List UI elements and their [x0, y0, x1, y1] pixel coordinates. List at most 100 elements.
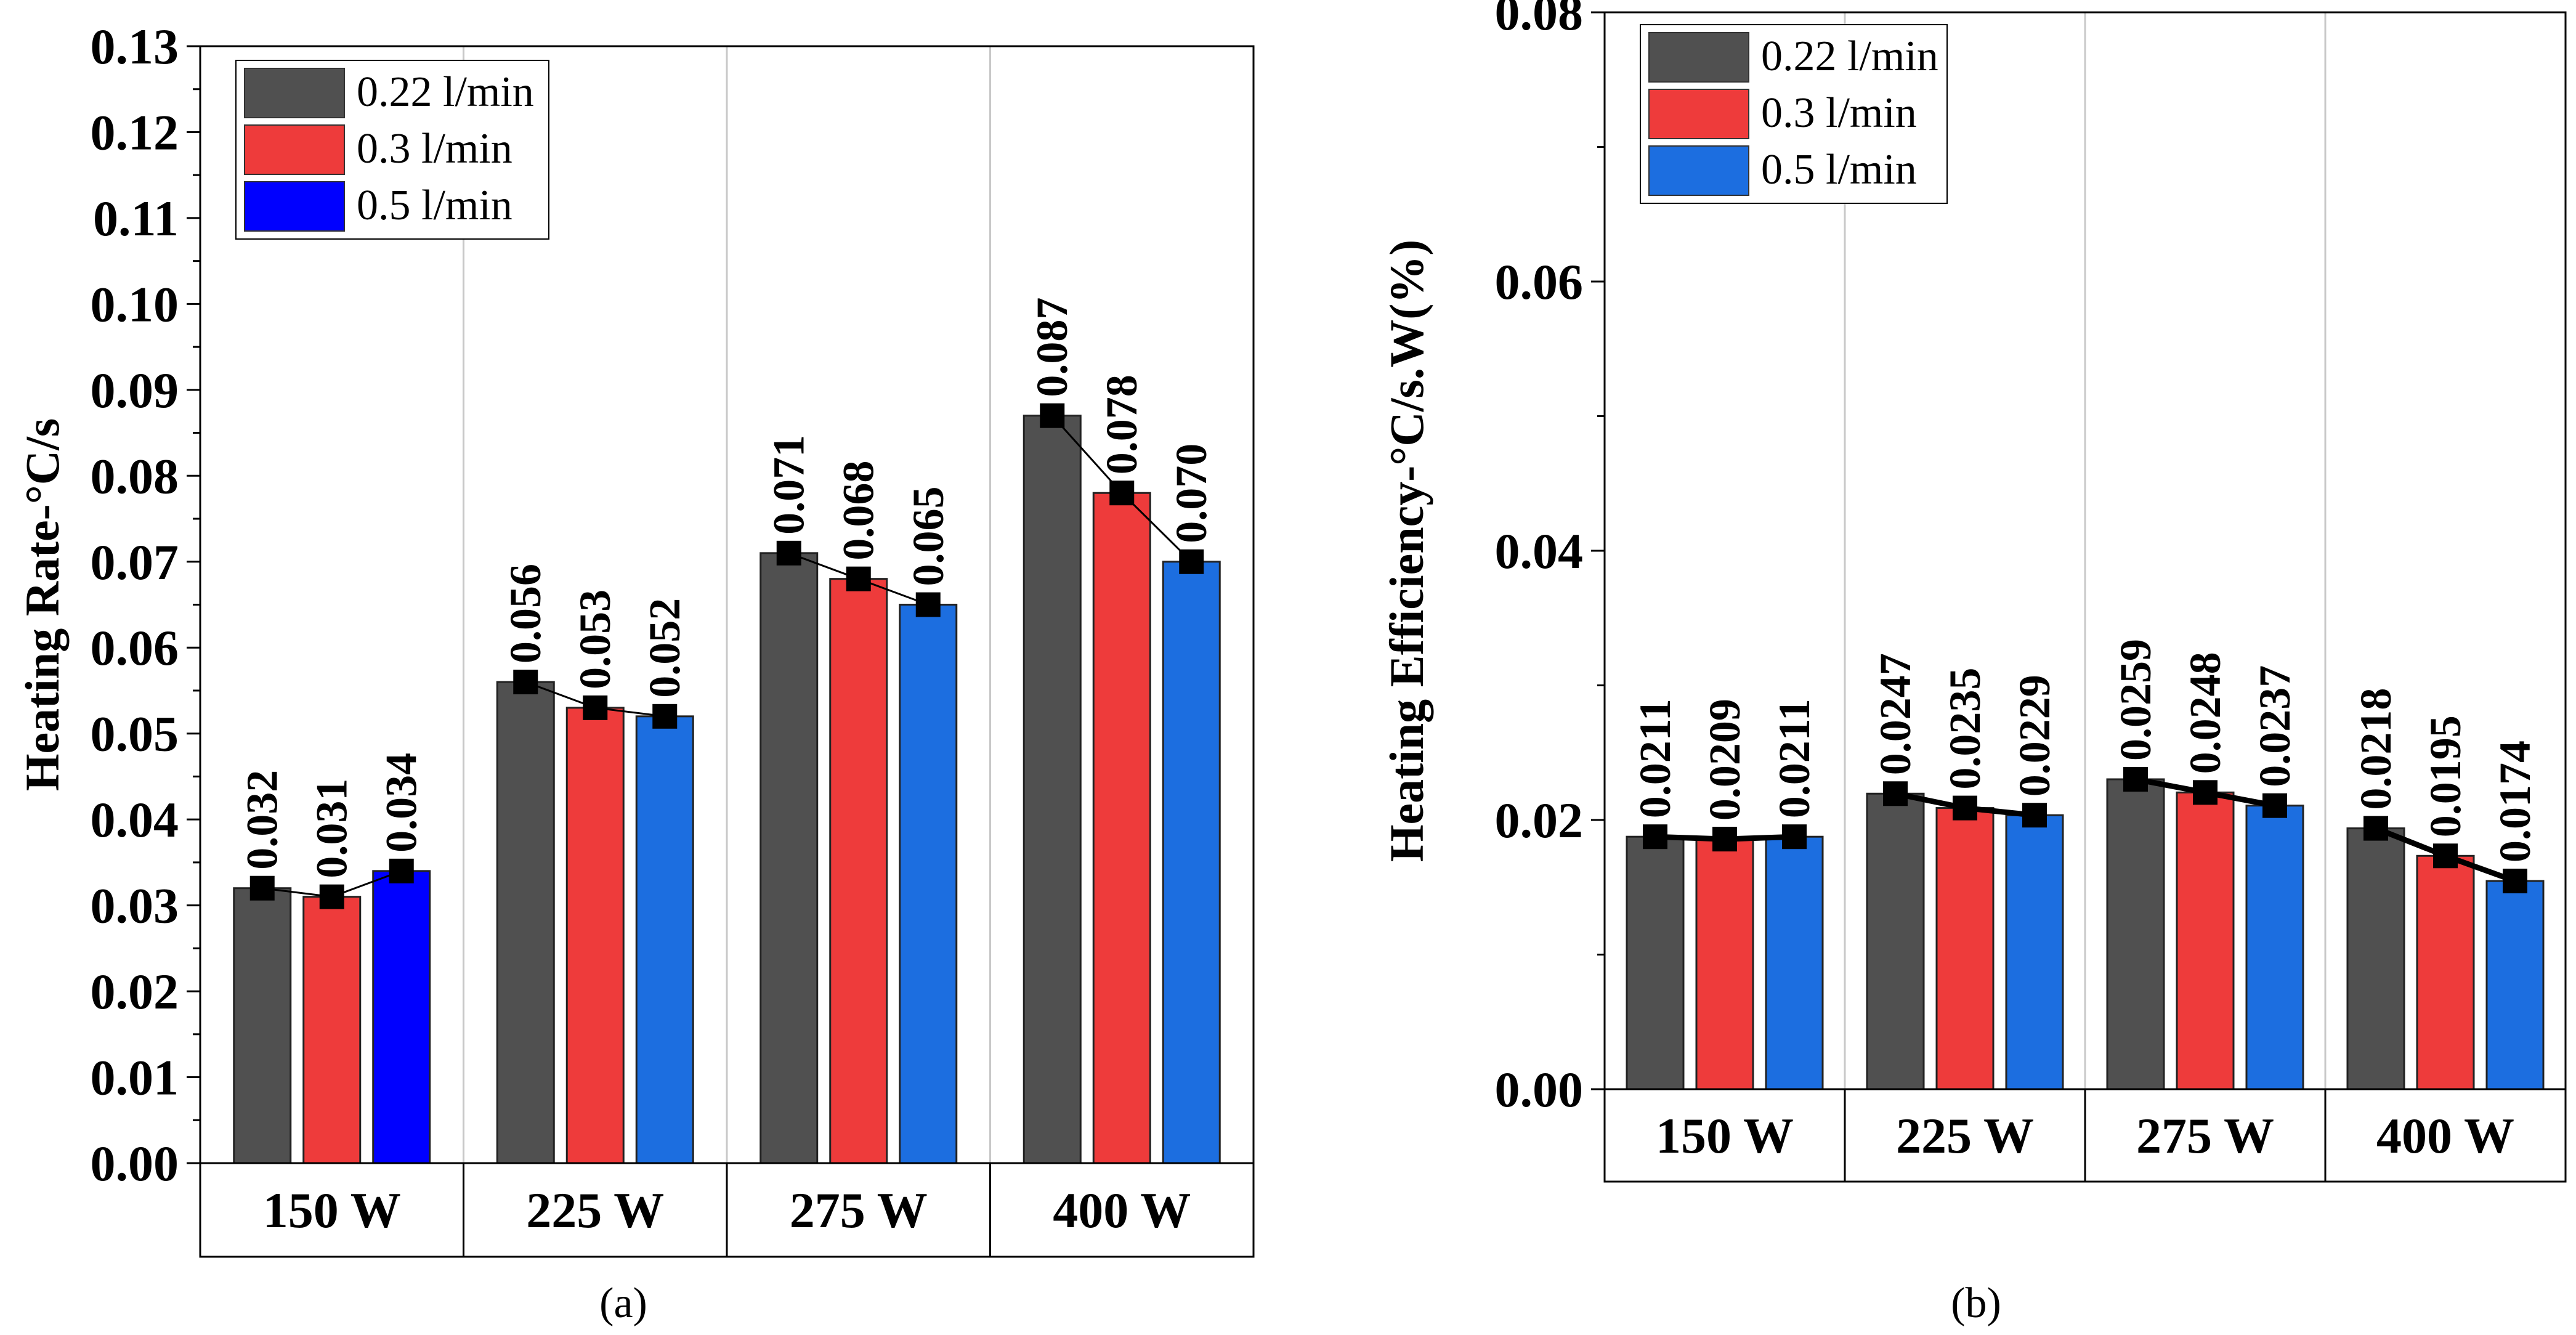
value-label: 0.0211: [1630, 699, 1680, 818]
chart-panel-b: 0.0211 0.0247 0.0259 0.0218 0.0209 0.0235 0.02…: [1380, 0, 2567, 1183]
legend-label: 0.5 l/min: [357, 182, 512, 229]
bar: [496, 681, 555, 1164]
data-marker: [1712, 827, 1737, 852]
y-tick-label: 0.05: [91, 706, 179, 762]
data-marker: [2363, 816, 2388, 841]
bar: [565, 707, 625, 1164]
bar: [1695, 838, 1754, 1090]
y-axis-title: Heating Efficiency-°C/s.W(%): [1380, 240, 1433, 862]
legend-swatch: [1648, 145, 1749, 196]
bar: [635, 715, 694, 1164]
bar: [1023, 415, 1082, 1164]
y-tick-label: 0.04: [91, 792, 179, 848]
y-tick-label: 0.12: [91, 104, 179, 160]
legend-swatch: [1648, 32, 1749, 83]
data-marker: [1643, 824, 1667, 850]
y-tick-label: 0.13: [91, 18, 179, 75]
legend-label: 0.22 l/min: [357, 68, 534, 116]
legend-swatch: [244, 124, 345, 175]
value-label: 0.0211: [1770, 699, 1819, 818]
data-marker: [513, 670, 538, 695]
bar: [2416, 854, 2475, 1090]
value-label: 0.0248: [2181, 652, 2230, 774]
y-tick-label: 0.08: [1495, 0, 1584, 41]
value-label: 0.0247: [1871, 653, 1920, 775]
data-marker: [1040, 403, 1065, 428]
value-label: 0.052: [640, 598, 689, 698]
data-marker: [583, 695, 608, 720]
bar: [899, 604, 958, 1164]
y-tick-label: 0.00: [1495, 1061, 1584, 1118]
bar: [759, 552, 819, 1164]
legend-label: 0.3 l/min: [357, 125, 512, 172]
category-label: 275 W: [2136, 1108, 2274, 1164]
bar: [2245, 805, 2304, 1090]
value-label: 0.0218: [2351, 688, 2400, 810]
data-marker: [1782, 824, 1807, 850]
value-label: 0.065: [904, 487, 953, 586]
y-tick-label: 0.02: [1495, 792, 1584, 848]
data-marker: [1883, 781, 1908, 806]
value-label: 0.0237: [2250, 665, 2299, 787]
legend: 0.22 l/min 0.3 l/min 0.5 l/min: [1640, 24, 1948, 204]
bar: [2106, 778, 2165, 1090]
data-marker: [776, 540, 801, 566]
y-tick-label: 0.06: [1495, 254, 1584, 310]
legend: 0.22 l/min 0.3 l/min 0.5 l/min: [235, 60, 549, 240]
y-tick-label: 0.02: [91, 964, 179, 1020]
bar: [1935, 807, 1995, 1090]
data-marker: [249, 875, 275, 901]
category-label: 400 W: [2376, 1108, 2514, 1164]
value-label: 0.0174: [2490, 741, 2540, 862]
bar: [1626, 835, 1685, 1090]
value-label: 0.0209: [1700, 699, 1749, 821]
y-tick-label: 0.08: [91, 448, 179, 504]
y-axis-title: Heating Rate-°C/s: [15, 418, 69, 791]
bar: [1092, 492, 1151, 1164]
y-tick-label: 0.11: [93, 190, 179, 246]
data-marker: [2193, 780, 2218, 805]
legend-swatch: [244, 181, 345, 232]
category-label: 225 W: [1896, 1108, 2034, 1164]
bar: [233, 887, 292, 1164]
y-tick-label: 0.10: [91, 276, 179, 332]
data-marker: [2433, 843, 2458, 869]
value-label: 0.0259: [2111, 639, 2160, 761]
category-label: 150 W: [263, 1182, 401, 1238]
value-label: 0.053: [570, 590, 620, 689]
data-marker: [846, 566, 871, 591]
y-tick-label: 0.07: [91, 534, 179, 590]
data-marker: [389, 858, 414, 883]
data-marker: [1109, 481, 1135, 506]
y-tick-label: 0.03: [91, 878, 179, 934]
bar: [2346, 827, 2405, 1090]
bar: [1765, 835, 1824, 1090]
legend-swatch: [244, 68, 345, 118]
value-label: 0.087: [1027, 298, 1077, 397]
chart-panel-a: 0.032 0.056 0.071 0.087 0.031 0.053 0.068 0.078…: [15, 18, 1255, 1258]
value-label: 0.0235: [1940, 668, 1990, 790]
legend-label: 0.22 l/min: [1761, 33, 1938, 80]
legend-label: 0.5 l/min: [1761, 146, 1917, 193]
value-label: 0.0229: [2010, 675, 2059, 797]
bar: [829, 578, 888, 1164]
value-label: 0.071: [764, 435, 814, 535]
category-label: 400 W: [1053, 1182, 1191, 1238]
value-label: 0.0195: [2421, 715, 2470, 837]
data-marker: [1179, 549, 1204, 574]
value-label: 0.070: [1167, 444, 1216, 543]
legend-label: 0.3 l/min: [1761, 89, 1917, 137]
y-tick-label: 0.01: [91, 1050, 179, 1106]
bar: [372, 870, 431, 1164]
value-label: 0.034: [377, 753, 426, 853]
y-tick-label: 0.06: [91, 620, 179, 676]
data-marker: [319, 884, 344, 909]
value-label: 0.056: [501, 564, 550, 663]
bar: [2176, 791, 2235, 1090]
value-label: 0.032: [238, 770, 287, 870]
bar: [2485, 880, 2545, 1090]
value-label: 0.031: [307, 779, 357, 879]
legend-swatch: [1648, 89, 1749, 139]
data-marker: [1953, 795, 1977, 821]
data-marker: [2262, 793, 2287, 818]
